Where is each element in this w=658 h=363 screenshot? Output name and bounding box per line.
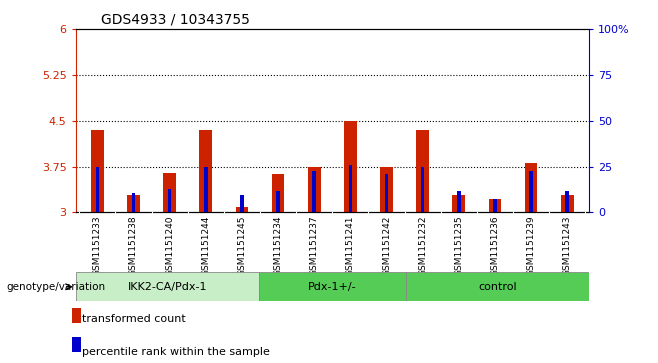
Text: GSM1151241: GSM1151241 (346, 215, 355, 276)
Text: GDS4933 / 10343755: GDS4933 / 10343755 (101, 12, 250, 26)
Bar (163, 173, 176, 212)
Bar (405, 272, 589, 301)
Bar (259, 272, 405, 301)
Bar (457, 191, 461, 212)
Bar (525, 163, 538, 212)
Text: GSM1151236: GSM1151236 (490, 215, 499, 276)
Bar (565, 191, 569, 212)
Bar (380, 167, 393, 212)
Text: GSM1151245: GSM1151245 (238, 215, 247, 276)
Bar (417, 130, 429, 212)
Bar (308, 167, 320, 212)
Bar (240, 195, 243, 212)
Text: Pdx-1+/-: Pdx-1+/- (308, 282, 357, 292)
Text: GSM1151234: GSM1151234 (274, 215, 282, 276)
Text: GSM1151239: GSM1151239 (526, 215, 536, 276)
Text: GSM1151233: GSM1151233 (93, 215, 102, 276)
Text: IKK2-CA/Pdx-1: IKK2-CA/Pdx-1 (128, 282, 207, 292)
Text: GSM1151232: GSM1151232 (418, 215, 427, 276)
Bar (127, 195, 140, 212)
Text: GSM1151244: GSM1151244 (201, 215, 211, 276)
Bar (313, 171, 316, 212)
Bar (168, 189, 172, 212)
Bar (493, 199, 497, 212)
Bar (349, 165, 352, 212)
Text: GSM1151242: GSM1151242 (382, 215, 391, 276)
Bar (529, 171, 533, 212)
Text: GSM1151240: GSM1151240 (165, 215, 174, 276)
Bar (489, 199, 501, 212)
Bar (199, 130, 212, 212)
Bar (204, 167, 207, 212)
Text: percentile rank within the sample: percentile rank within the sample (82, 347, 270, 357)
Bar (453, 195, 465, 212)
Bar (91, 130, 104, 212)
Bar (95, 167, 99, 212)
Bar (72, 338, 80, 352)
Bar (276, 191, 280, 212)
Text: GSM1151237: GSM1151237 (310, 215, 318, 276)
Text: GSM1151243: GSM1151243 (563, 215, 572, 276)
Bar (132, 193, 136, 212)
Text: transformed count: transformed count (82, 314, 186, 325)
Bar (421, 167, 424, 212)
Bar (72, 309, 80, 323)
Text: GSM1151235: GSM1151235 (454, 215, 463, 276)
Bar (561, 195, 574, 212)
Text: genotype/variation: genotype/variation (7, 282, 106, 292)
Bar (76, 272, 259, 301)
Bar (344, 121, 357, 212)
Bar (272, 175, 284, 212)
Bar (385, 175, 388, 212)
Text: GSM1151238: GSM1151238 (129, 215, 138, 276)
Text: control: control (478, 282, 517, 292)
Bar (236, 208, 248, 212)
